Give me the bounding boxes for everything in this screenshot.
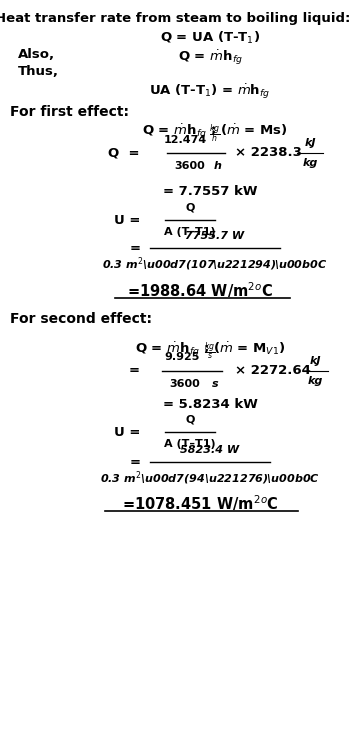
Text: h: h bbox=[214, 161, 222, 171]
Text: kJ: kJ bbox=[309, 356, 321, 366]
Text: =: = bbox=[129, 365, 140, 378]
Text: Q = $\dot{m}$h$_{fg}$ ; ($\dot{m}$ = M$_{V1}$): Q = $\dot{m}$h$_{fg}$ ; ($\dot{m}$ = M$_… bbox=[135, 340, 285, 359]
Text: 0.3 m$^2$\u00d7(107\u221294)\u00b0C: 0.3 m$^2$\u00d7(107\u221294)\u00b0C bbox=[102, 255, 328, 273]
Text: kJ: kJ bbox=[304, 138, 316, 148]
Text: =: = bbox=[130, 241, 141, 254]
Text: $\frac{kg}{h}$: $\frac{kg}{h}$ bbox=[209, 122, 221, 145]
Text: Q = UA (T-T$_1$): Q = UA (T-T$_1$) bbox=[160, 30, 260, 46]
Text: 3600: 3600 bbox=[174, 161, 205, 171]
Text: 0.3 m$^2$\u00d7(94\u221276)\u00b0C: 0.3 m$^2$\u00d7(94\u221276)\u00b0C bbox=[100, 469, 320, 487]
Text: kg: kg bbox=[307, 376, 323, 386]
Text: U =: U = bbox=[114, 426, 145, 438]
Text: 9.925: 9.925 bbox=[164, 352, 200, 362]
Text: Also,: Also, bbox=[18, 48, 55, 61]
Text: kg: kg bbox=[302, 158, 318, 168]
Text: = 7.7557 kW: = 7.7557 kW bbox=[163, 185, 257, 198]
Text: 3600: 3600 bbox=[169, 379, 200, 389]
Text: = 5.8234 kW: = 5.8234 kW bbox=[163, 398, 257, 411]
Text: U =: U = bbox=[114, 214, 145, 226]
Text: UA (T-T$_1$) = $\dot{m}$h$_{fg}$: UA (T-T$_1$) = $\dot{m}$h$_{fg}$ bbox=[149, 82, 271, 101]
Text: Thus,: Thus, bbox=[18, 65, 59, 78]
Text: =: = bbox=[130, 456, 141, 468]
Text: =1078.451 W/m$^2$$^o$C: =1078.451 W/m$^2$$^o$C bbox=[122, 493, 278, 513]
Text: Q: Q bbox=[185, 203, 195, 213]
Text: 7755.7 W: 7755.7 W bbox=[186, 231, 244, 241]
Text: A (T–T1): A (T–T1) bbox=[164, 227, 216, 237]
Text: $\frac{kg}{s}$: $\frac{kg}{s}$ bbox=[204, 341, 216, 362]
Text: A (T–T1): A (T–T1) bbox=[164, 439, 216, 449]
Text: =1988.64 W/m$^2$$^o$C: =1988.64 W/m$^2$$^o$C bbox=[127, 280, 273, 300]
Text: 12.474: 12.474 bbox=[163, 135, 207, 145]
Text: Q = $\dot{m}$h$_{fg}$ ; ($\dot{m}$ = Ms): Q = $\dot{m}$h$_{fg}$ ; ($\dot{m}$ = Ms) bbox=[142, 122, 288, 141]
Text: × 2272.64: × 2272.64 bbox=[235, 365, 311, 378]
Text: For second effect:: For second effect: bbox=[10, 312, 152, 326]
Text: Q  =: Q = bbox=[108, 147, 140, 159]
Text: For first effect:: For first effect: bbox=[10, 105, 129, 119]
Text: Heat transfer rate from steam to boiling liquid:: Heat transfer rate from steam to boiling… bbox=[0, 12, 350, 25]
Text: Q: Q bbox=[185, 415, 195, 425]
Text: × 2238.3: × 2238.3 bbox=[235, 147, 302, 159]
Text: s: s bbox=[212, 379, 218, 389]
Text: 5823.4 W: 5823.4 W bbox=[181, 445, 239, 455]
Text: Q = $\dot{m}$h$_{fg}$: Q = $\dot{m}$h$_{fg}$ bbox=[178, 48, 242, 67]
